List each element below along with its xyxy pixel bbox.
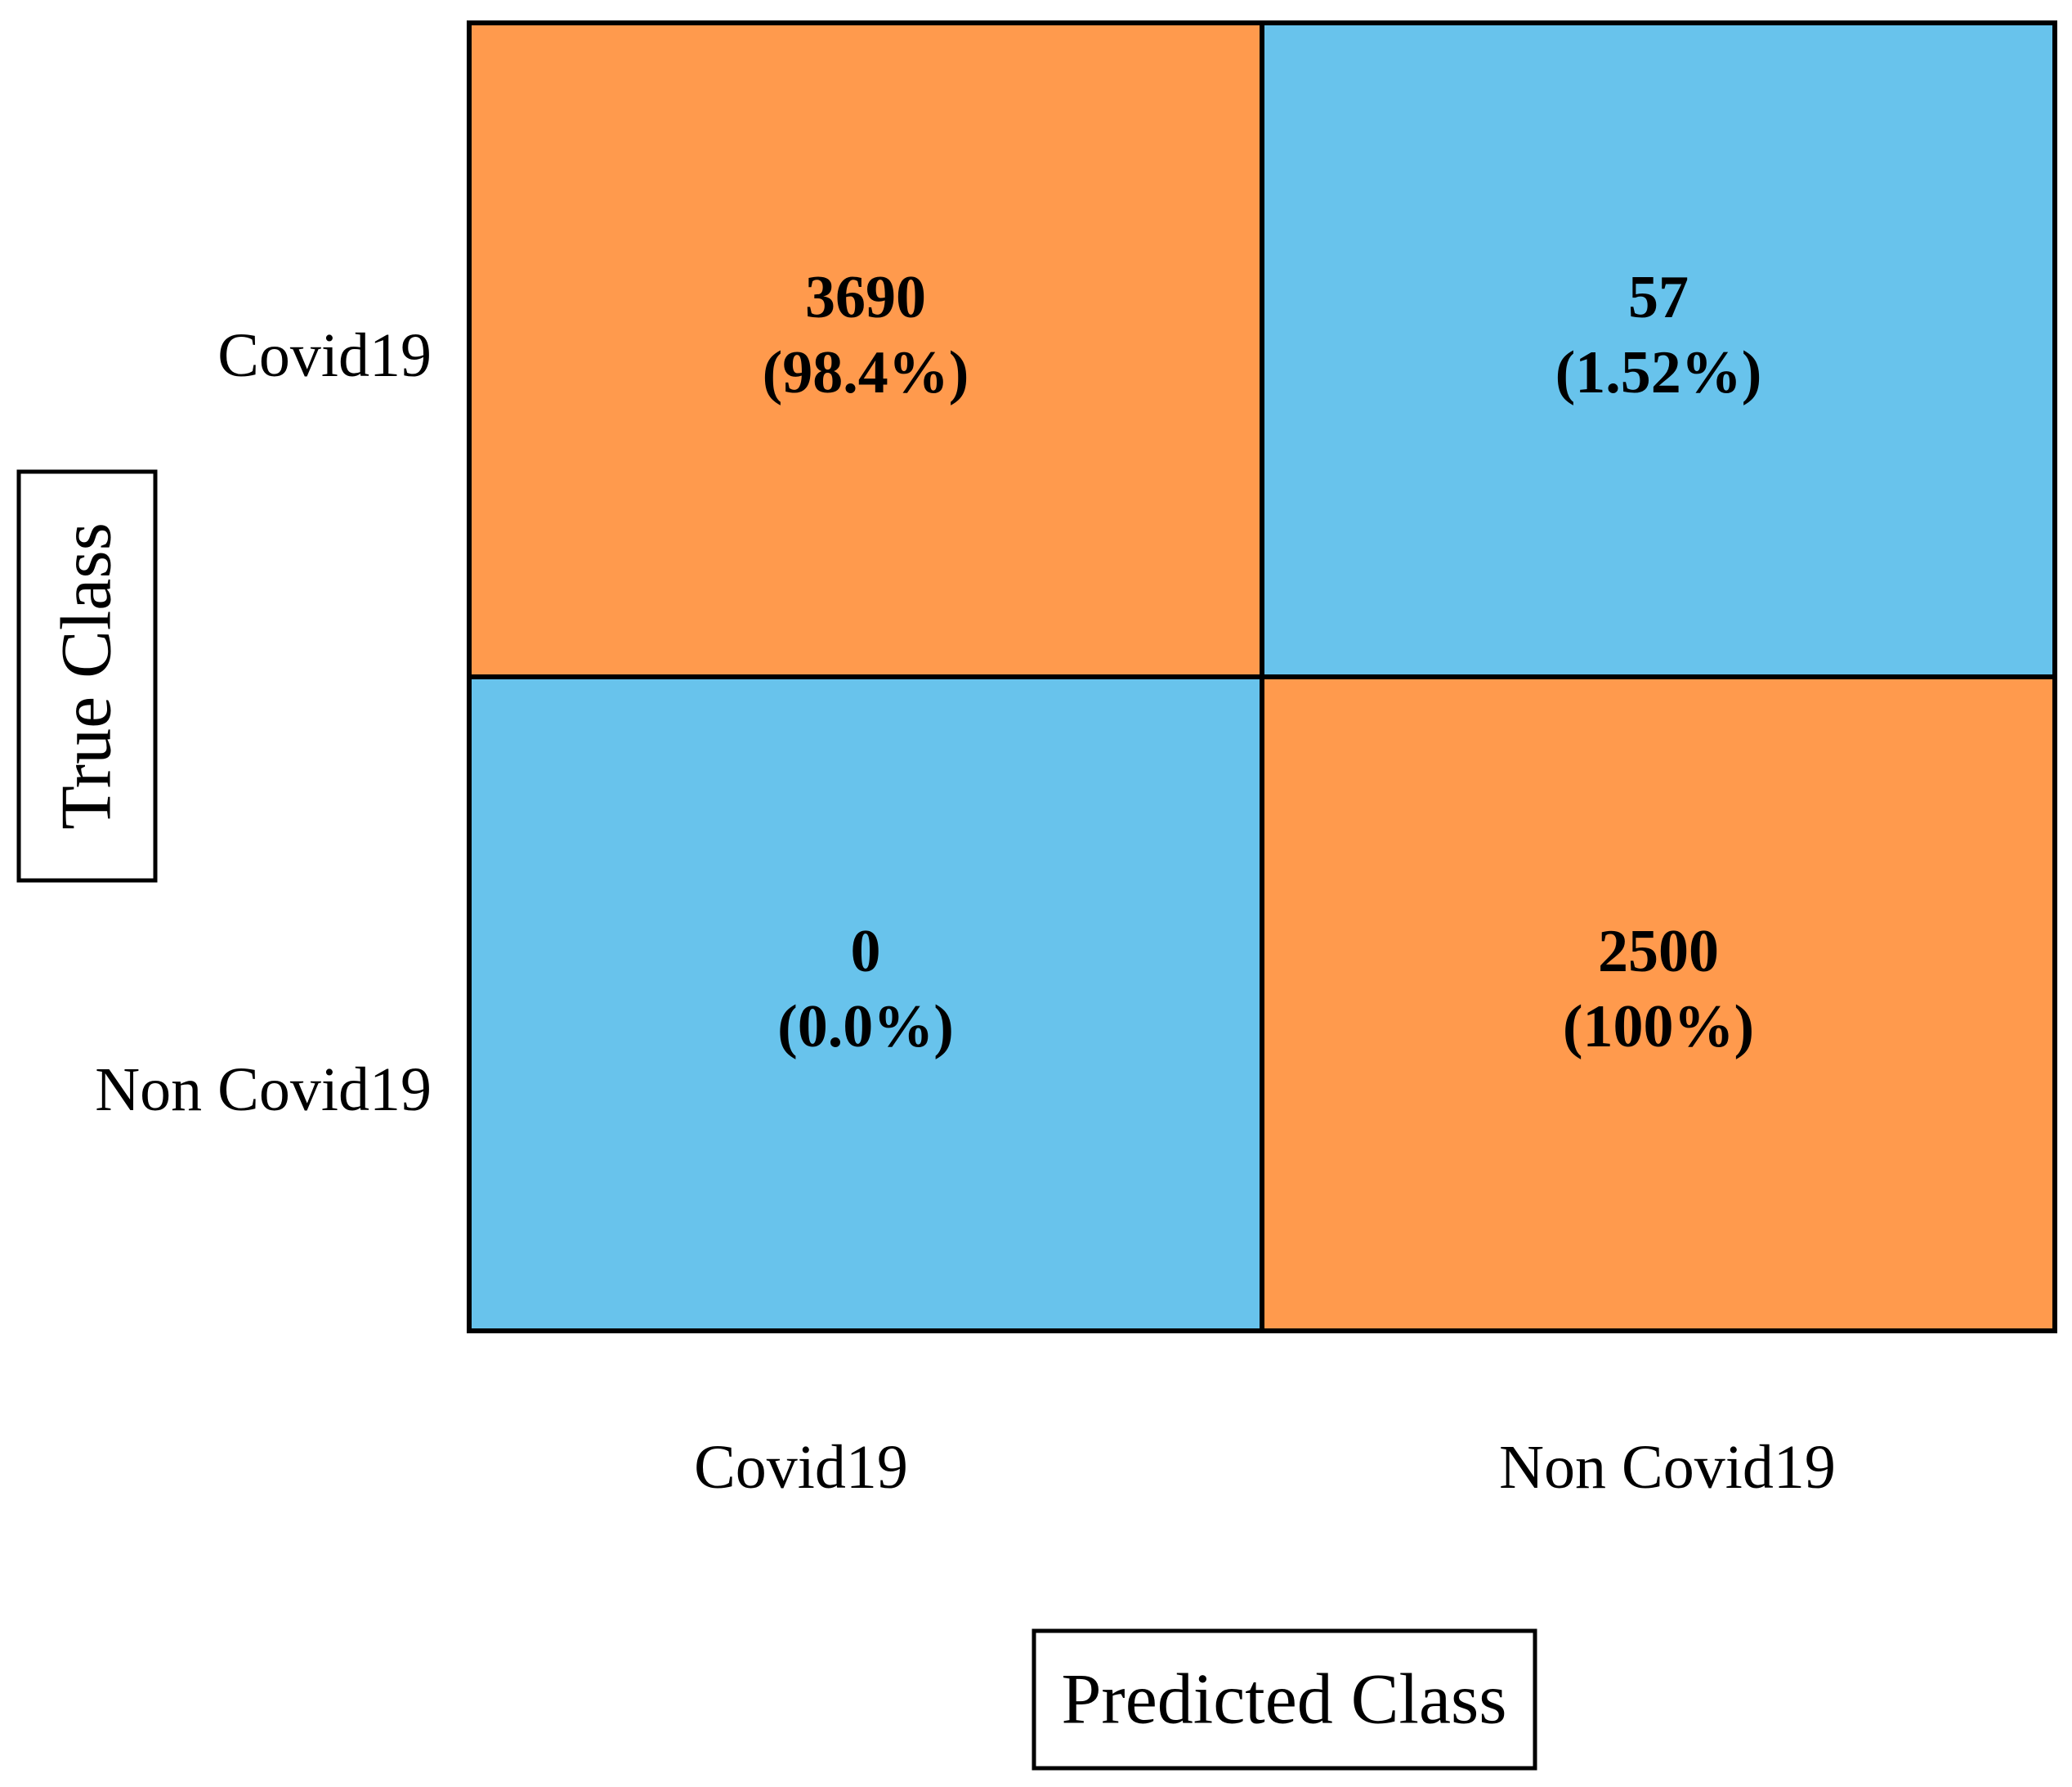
cell-percent-label: (100%) <box>1563 993 1754 1060</box>
matrix-cell: 3690 (98.4%) <box>467 20 1264 679</box>
cell-count-label: 2500 <box>1598 918 1719 985</box>
matrix-cell-fill <box>1260 20 2057 679</box>
cell-percent-label: (98.4%) <box>763 339 969 406</box>
x-tick-label: Covid19 <box>694 1433 908 1502</box>
y-tick-label: Covid19 <box>217 321 432 390</box>
cell-count-label: 0 <box>851 918 881 985</box>
cell-count-label: 57 <box>1628 264 1689 331</box>
tick-labels: Covid19 Non Covid19 Covid19 Non Covid19 <box>95 321 1836 1502</box>
y-axis-label: True Class <box>47 522 127 830</box>
matrix-cell-fill <box>467 20 1264 679</box>
matrix-cell: 2500 (100%) <box>1260 674 2057 1333</box>
matrix-cell-fill <box>1260 674 2057 1333</box>
matrix-cell: 0 (0.0%) <box>467 674 1264 1333</box>
cell-percent-label: (0.0%) <box>777 993 954 1060</box>
x-axis-label: Predicted Class <box>1061 1660 1506 1740</box>
x-tick-label: Non Covid19 <box>1499 1433 1836 1502</box>
x-axis-label-box: Predicted Class <box>1032 1628 1537 1771</box>
matrix-cell: 57 (1.52%) <box>1260 20 2057 679</box>
y-axis-label-box: True Class <box>16 469 158 883</box>
matrix-cell-fill <box>467 674 1264 1333</box>
cell-count-label: 3690 <box>805 264 926 331</box>
cell-percent-label: (1.52%) <box>1555 339 1762 406</box>
y-tick-label: Non Covid19 <box>95 1055 432 1124</box>
matrix-cells: 3690 (98.4%) 57 (1.52%) 0 (0.0%) 2500 (100%) <box>467 20 2057 1333</box>
